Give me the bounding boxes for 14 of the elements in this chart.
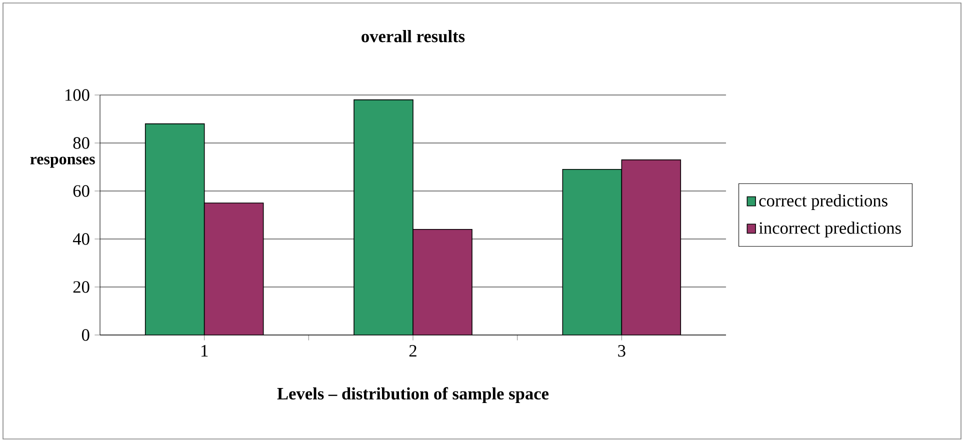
y-axis-title: responses (30, 156, 95, 168)
y-tick-label: 40 (72, 233, 90, 245)
x-axis-title: Levels – distribution of sample space (277, 387, 549, 404)
x-tick-label: 1 (202, 345, 208, 356)
y-tick-label: 60 (73, 185, 90, 197)
x-tick-label: 3 (618, 345, 626, 357)
y-tick-label: 0 (82, 329, 90, 341)
legend-label: incorrect predictions (758, 222, 901, 238)
chart-title: overall results (362, 30, 465, 42)
y-tick-label: 20 (73, 281, 90, 293)
y-tick-label: 80 (73, 137, 90, 149)
x-tick-label: 2 (409, 345, 416, 357)
legend-label: correct predictions (759, 194, 888, 210)
y-tick-label: 100 (65, 89, 90, 101)
